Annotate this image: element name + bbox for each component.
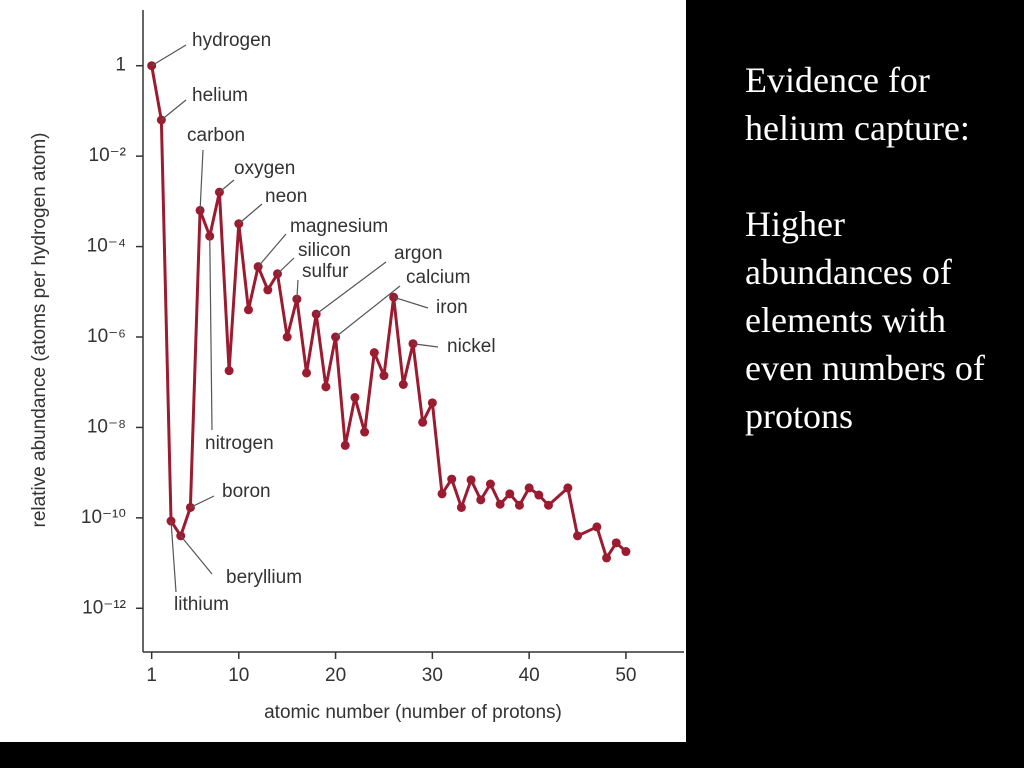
data-point — [534, 490, 544, 500]
data-point — [302, 368, 312, 378]
data-point — [611, 538, 621, 548]
body-text: Higher abundances of elements with even … — [745, 204, 985, 436]
y-tick-label: 10⁻¹² — [82, 597, 126, 618]
data-point — [224, 366, 234, 376]
data-point — [263, 285, 273, 295]
data-point — [485, 479, 495, 489]
data-point — [437, 489, 447, 499]
y-axis-label: relative abundance (atoms per hydrogen a… — [29, 132, 50, 527]
annotation: nitrogen — [205, 433, 274, 454]
x-tick-label: 30 — [422, 665, 443, 686]
data-point — [592, 522, 602, 532]
annotation-leader — [209, 236, 213, 431]
data-point — [350, 392, 360, 402]
data-point — [466, 475, 476, 485]
x-tick-label: 20 — [325, 665, 346, 686]
annotation: nickel — [447, 336, 496, 357]
data-point — [282, 332, 292, 342]
annotation-leader — [393, 296, 429, 309]
annotation-leader — [238, 203, 263, 225]
annotation-leader — [219, 179, 235, 193]
annotation: sulfur — [302, 261, 349, 282]
annotation-leader — [315, 261, 387, 315]
slide-text: Evidence for helium capture: Higher abun… — [745, 56, 1015, 488]
data-point — [505, 489, 515, 499]
data-point — [544, 500, 553, 510]
annotation-leader — [277, 257, 295, 275]
annotation: silicon — [298, 240, 351, 261]
x-axis-label: atomic number (number of protons) — [264, 702, 562, 723]
annotation: beryllium — [226, 567, 302, 588]
data-point — [621, 547, 631, 557]
y-tick-label: 10⁻¹⁰ — [81, 507, 126, 528]
y-tick-label: 10⁻⁴ — [87, 236, 126, 257]
data-point — [379, 371, 389, 381]
data-point — [495, 499, 505, 509]
annotation-leader — [190, 495, 215, 508]
y-tick-label: 10⁻⁸ — [87, 416, 126, 437]
data-point — [369, 348, 379, 358]
annotation-leader — [335, 285, 401, 338]
annotation: carbon — [187, 125, 245, 146]
y-tick-label: 10⁻⁶ — [87, 326, 126, 347]
annotation-leader — [412, 343, 439, 348]
y-tick-label: 10⁻² — [89, 145, 127, 166]
y-tick-label: 1 — [115, 55, 126, 76]
annotation: neon — [265, 186, 307, 207]
data-point — [418, 417, 428, 427]
data-point — [514, 500, 524, 510]
annotation-leader — [170, 521, 177, 593]
data-point — [398, 380, 408, 390]
x-tick-label: 40 — [519, 665, 540, 686]
x-tick-label: 10 — [228, 665, 249, 686]
data-point — [456, 502, 466, 512]
annotation: iron — [436, 297, 468, 318]
data-point — [602, 553, 612, 563]
chart: atomic number (number of protons) relati… — [0, 0, 686, 742]
annotation-leader — [180, 535, 213, 575]
chart-background — [0, 0, 686, 742]
data-point — [447, 474, 457, 484]
annotation: magnesium — [290, 216, 388, 237]
annotation: lithium — [174, 594, 229, 615]
annotation: boron — [222, 481, 271, 502]
annotation: argon — [394, 243, 443, 264]
annotation-leader — [257, 233, 287, 268]
data-point — [476, 495, 486, 505]
x-tick-label: 1 — [146, 665, 157, 686]
data-point — [427, 398, 437, 408]
data-point — [573, 531, 583, 541]
annotation-leader — [151, 44, 187, 67]
data-point — [243, 305, 253, 315]
data-point — [563, 483, 573, 493]
annotation-leader — [160, 99, 187, 121]
annotation: calcium — [406, 267, 470, 288]
data-point — [360, 427, 370, 437]
annotation: helium — [192, 85, 248, 106]
annotation: oxygen — [234, 158, 295, 179]
data-point — [524, 483, 534, 493]
x-tick-label: 50 — [615, 665, 636, 686]
data-point — [321, 382, 331, 392]
heading: Evidence for helium capture: — [745, 60, 970, 148]
annotation: hydrogen — [192, 30, 271, 51]
annotation-leader — [199, 149, 204, 211]
annotation-leader — [296, 279, 299, 300]
data-point — [340, 440, 350, 450]
